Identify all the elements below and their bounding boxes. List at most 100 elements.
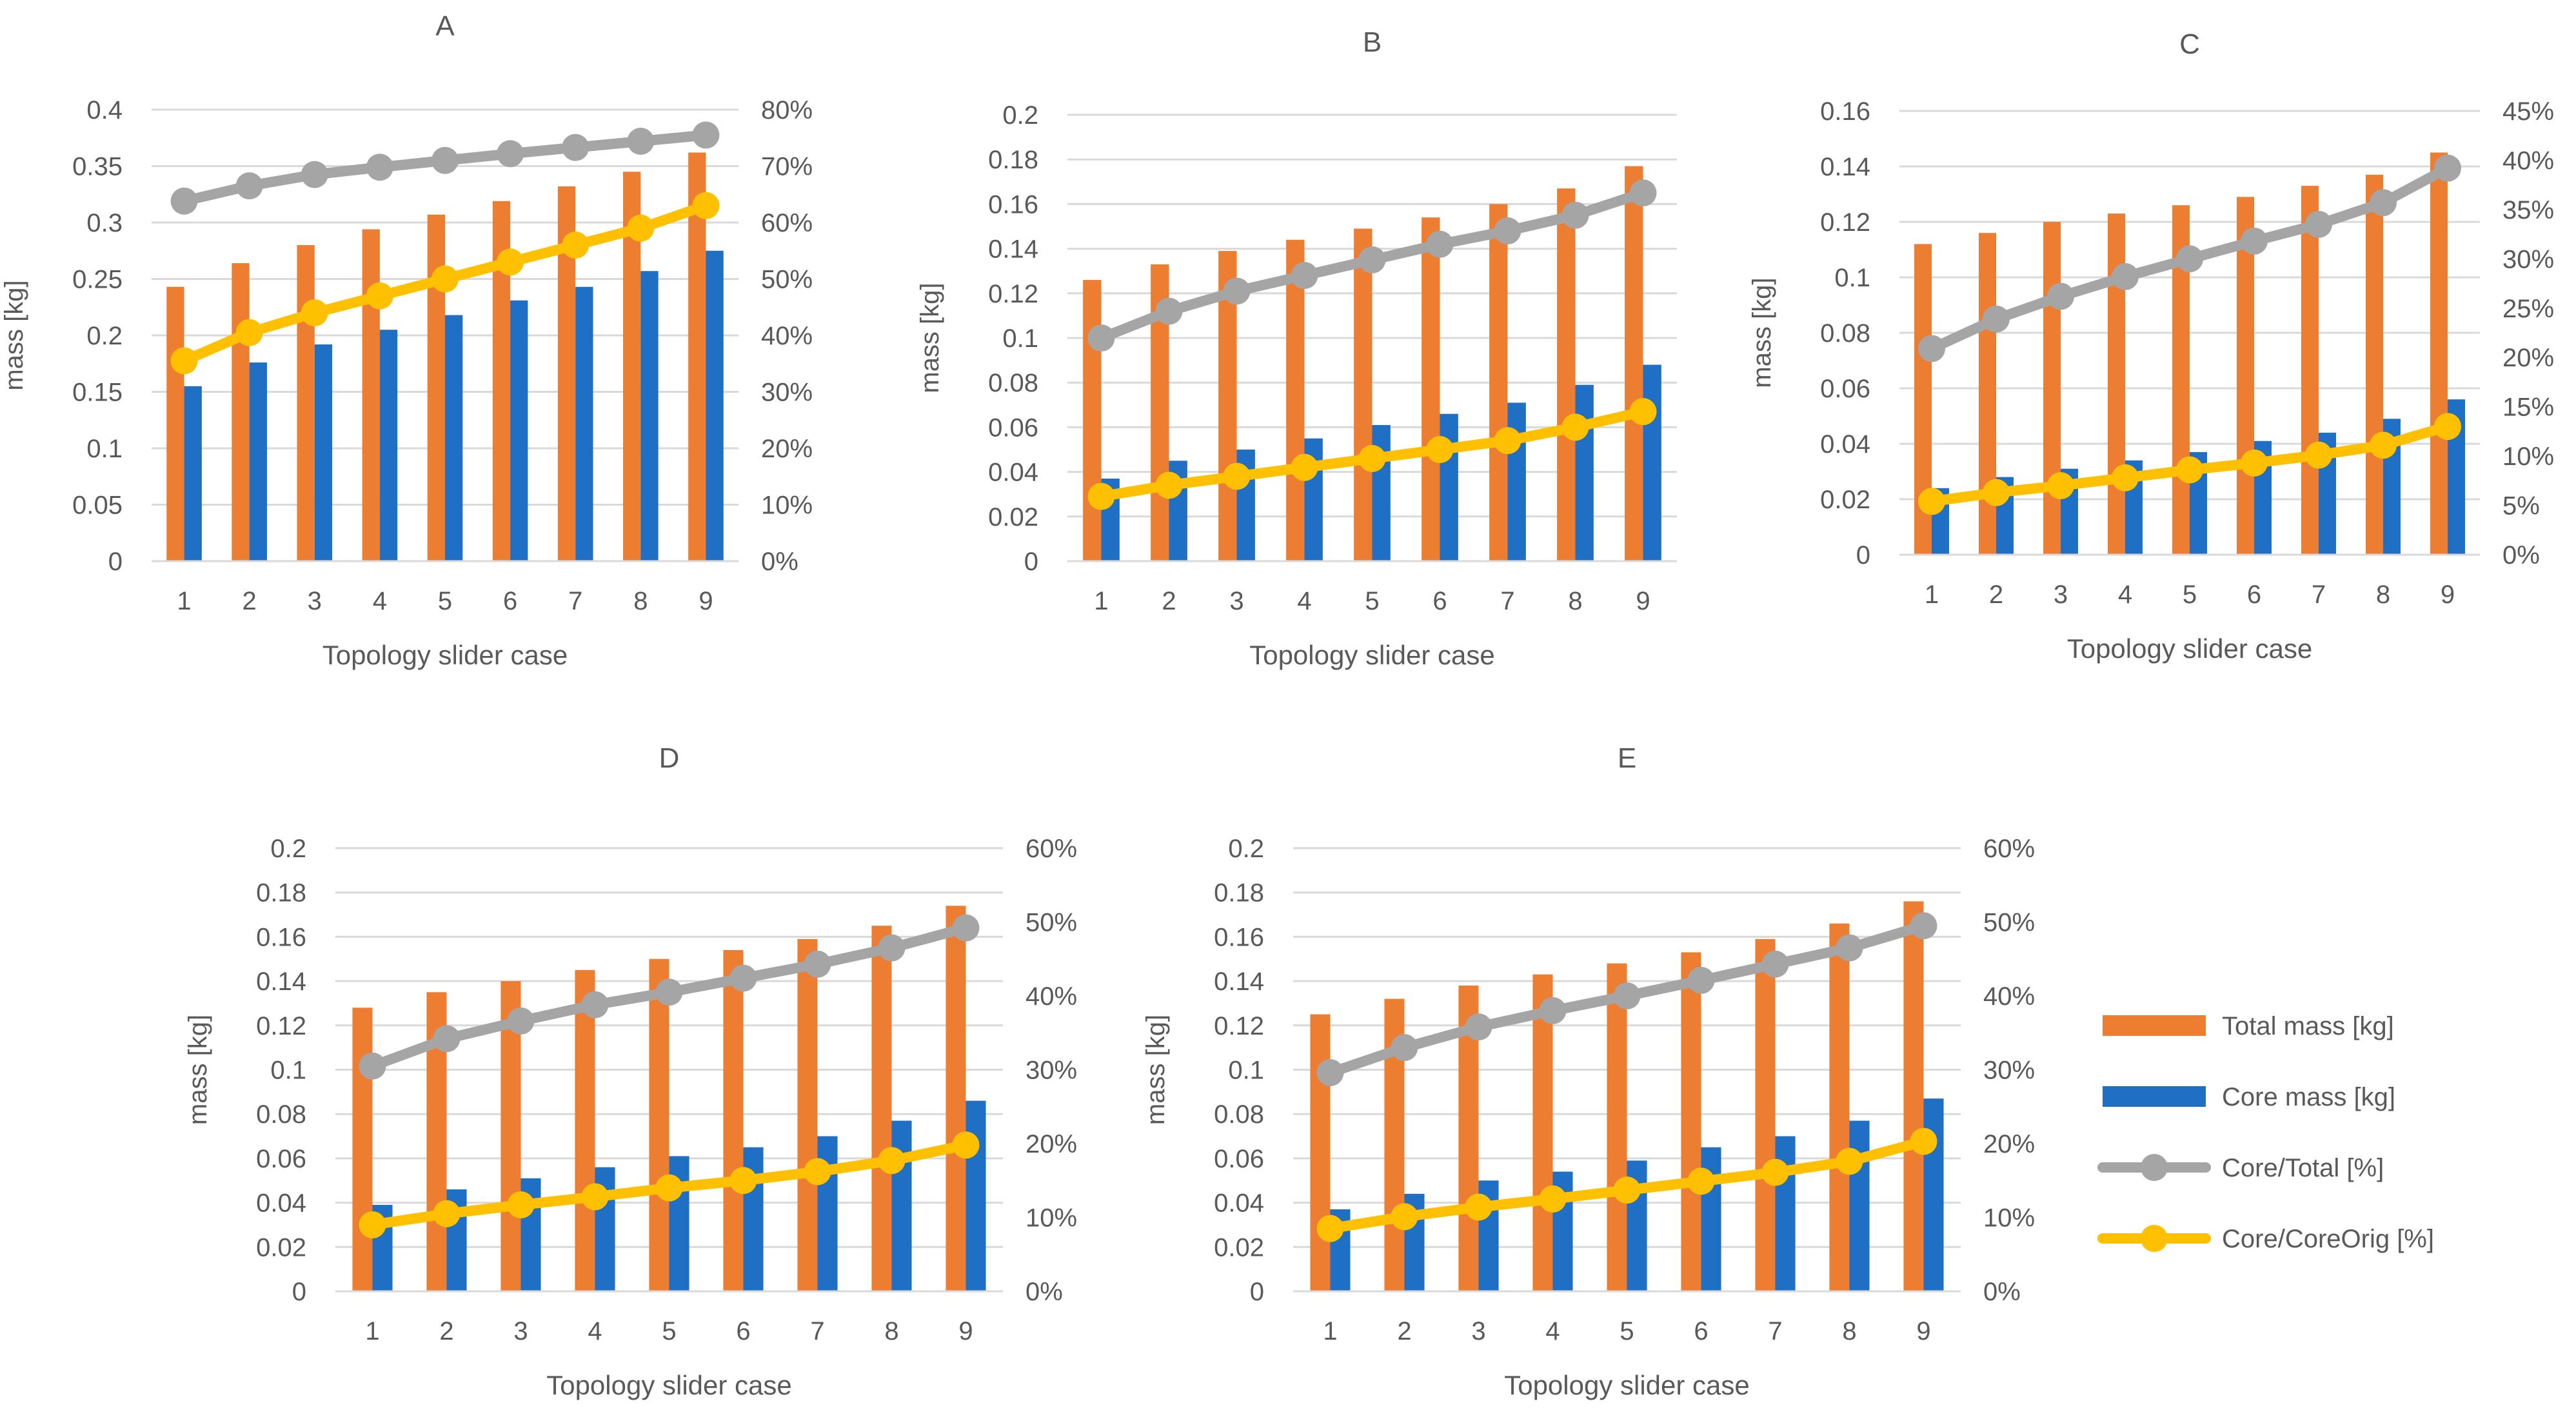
point-core-total <box>729 964 757 992</box>
x-tick-label: 9 <box>1916 1317 1930 1345</box>
x-tick-label: 3 <box>2054 580 2068 609</box>
y-tick-label: 0 <box>1250 1278 1264 1306</box>
point-core-total <box>1910 912 1937 940</box>
bar-total-mass <box>1903 901 1924 1291</box>
point-core-total <box>1155 297 1183 325</box>
point-core-orig <box>2434 413 2461 441</box>
bar-total-mass <box>1286 239 1305 561</box>
x-tick-label: 6 <box>1432 587 1447 615</box>
point-core-orig <box>1391 1203 1418 1231</box>
y-tick-label: 0.02 <box>1214 1233 1264 1262</box>
y-tick-label: 0.06 <box>256 1145 306 1173</box>
y2-tick-label: 30% <box>1983 1057 2035 1085</box>
x-tick-label: 7 <box>2312 580 2326 609</box>
bar-total-mass <box>2237 197 2254 555</box>
y-tick-label: 0 <box>1856 541 1870 570</box>
bar-core-mass <box>510 300 528 561</box>
y-tick-label: 0.1 <box>270 1057 306 1085</box>
bar-total-mass <box>1625 166 1643 562</box>
y-axis-label: mass [kg] <box>916 283 944 393</box>
point-core-total <box>507 1007 535 1035</box>
x-tick-label: 6 <box>2247 580 2261 609</box>
point-core-total <box>2305 210 2332 238</box>
bar-core-mass <box>1643 364 1661 561</box>
charts-layer: A00.050.10.150.20.250.30.350.40%10%20%30… <box>0 10 2554 1400</box>
y-tick-label: 0.08 <box>1820 319 1870 348</box>
bar-core-mass <box>1849 1120 1870 1291</box>
point-core-total <box>2370 189 2397 217</box>
y2-tick-label: 35% <box>2502 196 2554 224</box>
y2-tick-label: 80% <box>761 96 813 124</box>
y2-tick-label: 20% <box>1983 1130 2035 1158</box>
point-core-orig <box>507 1191 535 1219</box>
point-core-orig <box>562 232 590 259</box>
bar-total-mass <box>2366 174 2383 555</box>
y2-tick-label: 60% <box>1983 835 2035 863</box>
x-tick-label: 6 <box>503 587 517 615</box>
bar-total-mass <box>232 263 250 561</box>
bar-total-mass <box>1755 938 1776 1291</box>
point-core-orig <box>1087 482 1115 510</box>
point-core-total <box>1629 179 1657 207</box>
point-core-total <box>1539 997 1567 1024</box>
y-tick-label: 0.04 <box>988 459 1038 487</box>
bar-total-mass <box>1489 204 1508 561</box>
chart-title: E <box>1618 742 1636 774</box>
chart-title: D <box>659 742 680 774</box>
legend-item: Total mass [kg] <box>2103 1012 2394 1040</box>
y-tick-label: 0.14 <box>256 968 306 996</box>
point-core-orig <box>1910 1127 1937 1155</box>
bar-total-mass <box>575 969 595 1291</box>
point-core-orig <box>2176 456 2203 484</box>
y-axis-label: mass [kg] <box>1142 1015 1170 1125</box>
x-tick-label: 8 <box>1568 587 1582 615</box>
x-tick-label: 2 <box>243 587 257 615</box>
y2-tick-label: 50% <box>761 266 813 294</box>
y-tick-label: 0.2 <box>1228 835 1264 863</box>
y2-tick-label: 5% <box>2502 492 2540 521</box>
point-core-orig <box>235 319 263 346</box>
bar-core-mass <box>1507 402 1526 561</box>
y-tick-label: 0.06 <box>1820 375 1870 403</box>
point-core-total <box>2241 227 2268 255</box>
bar-total-mass <box>871 926 892 1291</box>
bar-total-mass <box>1979 233 1996 555</box>
bar-total-mass <box>688 152 706 561</box>
x-axis-label: Topology slider case <box>546 1370 792 1400</box>
y2-tick-label: 10% <box>761 491 813 520</box>
bar-core-mass <box>706 250 724 561</box>
point-core-orig <box>2370 432 2397 459</box>
y-tick-label: 0.2 <box>270 835 306 863</box>
point-core-orig <box>1155 471 1183 499</box>
y-tick-label: 0.16 <box>1214 923 1264 951</box>
x-tick-label: 5 <box>438 587 452 615</box>
x-tick-label: 7 <box>1500 587 1514 615</box>
point-core-orig <box>170 347 198 375</box>
point-core-total <box>2176 245 2203 273</box>
y-tick-label: 0.18 <box>1214 879 1264 908</box>
y2-tick-label: 60% <box>1025 835 1077 863</box>
legend-label: Core/Total [%] <box>2222 1154 2384 1182</box>
point-core-total <box>627 128 655 155</box>
bar-total-mass <box>1422 217 1440 561</box>
point-core-orig <box>2047 471 2074 499</box>
point-core-orig <box>1223 462 1251 490</box>
y-tick-label: 0.16 <box>988 190 1038 219</box>
y-tick-label: 0.12 <box>1214 1012 1264 1040</box>
x-tick-label: 9 <box>698 587 713 615</box>
y-tick-label: 0.08 <box>256 1100 306 1129</box>
legend-swatch <box>2103 1086 2206 1107</box>
bar-core-mass <box>891 1120 912 1291</box>
bar-total-mass <box>1607 963 1627 1291</box>
y2-tick-label: 70% <box>761 153 813 181</box>
point-core-orig <box>1629 398 1657 426</box>
y2-tick-label: 60% <box>761 209 813 237</box>
y-tick-label: 0.2 <box>1002 101 1038 130</box>
point-core-orig <box>878 1147 906 1175</box>
bar-core-mass <box>1923 1098 1944 1291</box>
chart-a: A 0 0.05 0.1 0.15 0.2 0.25 0.3 0.35 0.4 0% 10% 20% 30… <box>0 10 813 670</box>
y-axis-label: mass [kg] <box>0 280 28 390</box>
point-core-orig <box>1358 444 1386 472</box>
x-tick-label: 2 <box>1162 587 1176 615</box>
point-core-total <box>433 1025 461 1053</box>
